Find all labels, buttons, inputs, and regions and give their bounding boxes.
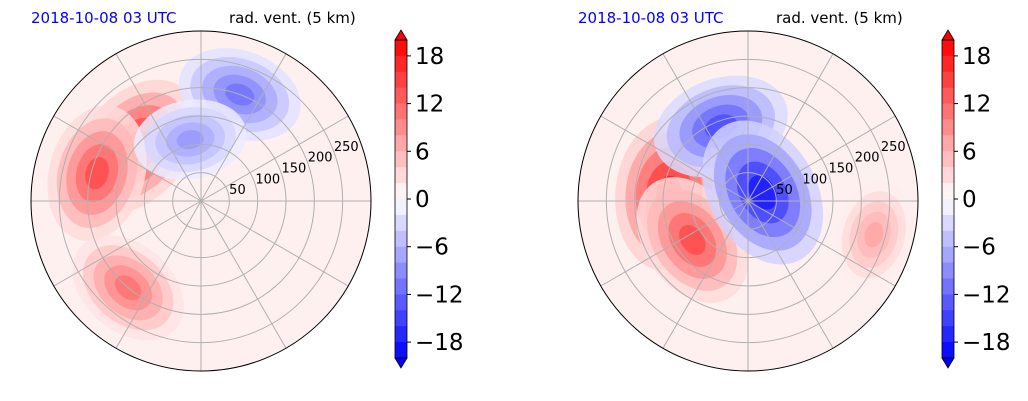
- colorbar-level-6: [942, 119, 954, 136]
- grid-spoke-300: [747, 200, 834, 349]
- colorbar-level-20: [395, 342, 407, 359]
- colorbar-level-8: [942, 151, 954, 168]
- grid-spoke-240: [115, 200, 202, 349]
- colorbar-tick-label-0: 0: [962, 187, 977, 213]
- colorbar-tick-label-18: 18: [962, 44, 991, 70]
- colorbar-level-5: [942, 103, 954, 120]
- grid-spoke-330: [200, 200, 349, 287]
- colorbar-level-13: [395, 230, 407, 248]
- colorbar-level-1: [395, 40, 407, 57]
- grid-spoke-120: [115, 53, 202, 202]
- colorbar-tick-label-18: 18: [415, 44, 444, 70]
- colorbar-level-2: [942, 55, 954, 73]
- radial-tick-label-200: 200: [308, 151, 333, 166]
- polar-border: [577, 30, 919, 372]
- colorbar-tick-label--12: −12: [415, 282, 464, 308]
- radial-tick-label-250: 250: [881, 140, 906, 155]
- radial-tick-label-50: 50: [776, 183, 793, 198]
- polar-border: [30, 30, 372, 372]
- colorbar: 18 12 6 0 −6 −12 −18: [941, 29, 1011, 369]
- colorbar-level-7: [942, 135, 954, 152]
- grid-spoke-210: [600, 200, 749, 287]
- colorbar-level-11: [942, 199, 954, 216]
- title-right: rad. vent. (5 km): [229, 9, 356, 27]
- colorbar-level-12: [395, 214, 407, 232]
- grid-spoke-210: [53, 200, 202, 287]
- field-blob-2: [85, 156, 109, 190]
- colorbar-extend-min: [394, 357, 408, 369]
- colorbar-level-13: [942, 230, 954, 248]
- colorbar-level-15: [395, 262, 407, 279]
- colorbar-level-16: [395, 278, 407, 295]
- colorbar: 18 12 6 0 −6 −12 −18: [394, 29, 464, 369]
- radial-tick-label-250: 250: [334, 140, 359, 155]
- grid-spoke-30: [200, 115, 349, 202]
- colorbar-level-17: [395, 294, 407, 311]
- grid-spoke-120: [662, 53, 749, 202]
- colorbar-level-18: [942, 310, 954, 327]
- colorbar-level-2: [395, 55, 407, 73]
- colorbar-level-10: [395, 183, 407, 200]
- colorbar-tick-label--18: −18: [415, 330, 464, 356]
- colorbar-tick-label--18: −18: [962, 330, 1011, 356]
- radial-tick-label-200: 200: [855, 151, 880, 166]
- colorbar-level-8: [395, 151, 407, 168]
- colorbar-level-12: [942, 214, 954, 232]
- colorbar-tick-label-12: 12: [415, 92, 444, 118]
- colorbar-level-19: [942, 326, 954, 343]
- colorbar-level-15: [942, 262, 954, 279]
- grid-spoke-150: [600, 115, 749, 202]
- grid-spoke-300: [200, 200, 287, 349]
- radial-tick-label-150: 150: [282, 161, 307, 176]
- colorbar-level-4: [942, 87, 954, 105]
- colorbar-level-9: [942, 167, 954, 184]
- colorbar-level-11: [395, 199, 407, 216]
- colorbar-level-9: [395, 167, 407, 184]
- title-right: rad. vent. (5 km): [776, 9, 903, 27]
- colorbar-tick-label-6: 6: [962, 139, 977, 165]
- colorbar-tick-label--6: −6: [415, 235, 449, 261]
- colorbar-level-18: [395, 310, 407, 327]
- colorbar-level-14: [395, 246, 407, 264]
- colorbar-tick-label-12: 12: [962, 92, 991, 118]
- colorbar-level-5: [395, 103, 407, 120]
- colorbar-tick-label--12: −12: [962, 282, 1011, 308]
- grid-spoke-240: [662, 200, 749, 349]
- field-blob-2: [679, 225, 706, 255]
- colorbar-level-4: [395, 87, 407, 105]
- radial-tick-label-50: 50: [229, 183, 246, 198]
- radial-tick-label-100: 100: [802, 172, 827, 187]
- colorbar-level-14: [942, 246, 954, 264]
- colorbar-level-10: [942, 183, 954, 200]
- colorbar-level-1: [942, 40, 954, 57]
- colorbar-level-7: [395, 135, 407, 152]
- colorbar-extend-max: [394, 29, 408, 41]
- title-left: 2018-10-08 03 UTC: [31, 9, 177, 27]
- colorbar-level-19: [395, 326, 407, 343]
- grid-spoke-150: [53, 115, 202, 202]
- grid-spoke-30: [747, 115, 896, 202]
- colorbar-level-16: [942, 278, 954, 295]
- colorbar-tick-label-0: 0: [415, 187, 430, 213]
- colorbar-tick-label-6: 6: [415, 139, 430, 165]
- grid-spoke-60: [200, 53, 287, 202]
- grid-spoke-330: [747, 200, 896, 287]
- radial-tick-label-100: 100: [255, 172, 280, 187]
- colorbar-level-6: [395, 119, 407, 136]
- field-blob-5: [864, 221, 884, 248]
- colorbar-extend-max: [941, 29, 955, 41]
- title-left: 2018-10-08 03 UTC: [578, 9, 724, 27]
- colorbar-extend-min: [941, 357, 955, 369]
- colorbar-level-20: [942, 342, 954, 359]
- colorbar-tick-label--6: −6: [962, 235, 996, 261]
- radial-tick-label-150: 150: [829, 161, 854, 176]
- colorbar-level-3: [942, 71, 954, 89]
- colorbar-level-17: [942, 294, 954, 311]
- grid-spoke-60: [747, 53, 834, 202]
- colorbar-level-3: [395, 71, 407, 89]
